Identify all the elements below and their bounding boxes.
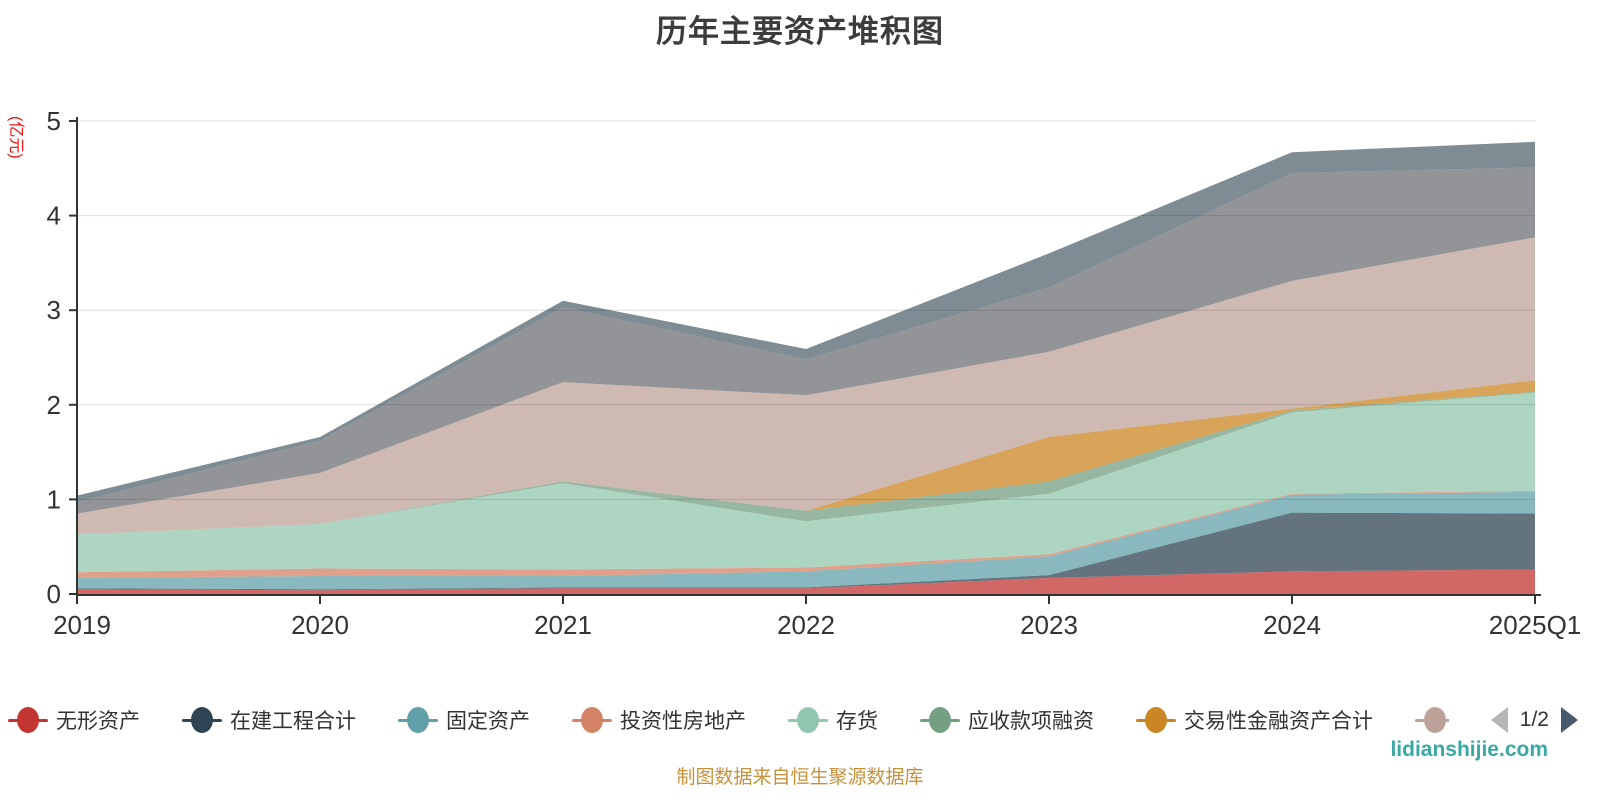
legend-marker-icon	[182, 706, 222, 734]
x-tick-label-2021: 2021	[534, 610, 592, 640]
legend-marker-icon	[920, 706, 960, 734]
legend-marker-icon	[8, 706, 48, 734]
legend-page-indicator: 1/2	[1519, 708, 1549, 731]
legend-marker-icon	[398, 706, 438, 734]
stacked-area-chart: 0 1 2 3 4 5 2019 2020 2021 2022 2023 2024 2025Q1	[47, 106, 1582, 640]
legend-marker-icon	[788, 706, 828, 734]
legend-marker-icon	[572, 706, 612, 734]
legend: 无形资产 在建工程合计 固定资产 投资性房地产 存货 应收款项融资 交易性金融资产合计	[8, 700, 1592, 740]
legend-item-固定资产[interactable]: 固定资产	[398, 705, 530, 735]
watermark: lidianshijie.com	[1390, 738, 1548, 761]
y-tick-label-4: 4	[47, 201, 61, 231]
legend-pagination: 1/2	[1490, 700, 1578, 740]
area-series-layer	[77, 141, 1535, 594]
area-在建工程合计[interactable]	[77, 512, 1535, 591]
legend-item-label: 无形资产	[56, 710, 140, 733]
x-tick-label-2025Q1: 2025Q1	[1489, 610, 1582, 640]
x-tick-label-2024: 2024	[1263, 610, 1321, 640]
legend-item-label: 存货	[836, 710, 878, 733]
x-tick-label-2019: 2019	[53, 610, 111, 640]
chart-title: 历年主要资产堆积图	[656, 14, 944, 49]
area-存货[interactable]	[77, 392, 1535, 573]
y-tick-label-3: 3	[47, 295, 61, 325]
legend-item-label: 交易性金融资产合计	[1184, 710, 1373, 733]
axis-layer: 0 1 2 3 4 5 2019 2020 2021 2022 2023 2024 2025Q1	[47, 106, 1582, 640]
y-tick-label-1: 1	[47, 484, 61, 514]
legend-item-投资性房地产[interactable]: 投资性房地产	[572, 705, 746, 735]
legend-marker-icon	[1136, 706, 1176, 734]
legend-item-clipped-8[interactable]	[1415, 706, 1449, 734]
legend-item-交易性金融资产合计[interactable]: 交易性金融资产合计	[1136, 705, 1373, 735]
legend-item-label: 固定资产	[446, 710, 530, 733]
area-固定资产[interactable]	[77, 491, 1535, 590]
y-tick-label-5: 5	[47, 106, 61, 136]
legend-item-在建工程合计[interactable]: 在建工程合计	[182, 705, 356, 735]
legend-item-存货[interactable]: 存货	[788, 705, 878, 735]
legend-prev-page-icon[interactable]	[1490, 707, 1508, 733]
area-series-8[interactable]	[77, 237, 1535, 535]
x-tick-label-2022: 2022	[777, 610, 835, 640]
legend-item-label: 投资性房地产	[620, 710, 746, 733]
legend-item-应收款项融资[interactable]: 应收款项融资	[920, 705, 1094, 735]
data-source-caption: 制图数据来自恒生聚源数据库	[676, 767, 924, 788]
area-series-9[interactable]	[77, 167, 1535, 514]
x-tick-label-2020: 2020	[291, 610, 349, 640]
legend-marker-icon	[1415, 706, 1449, 734]
legend-item-label: 应收款项融资	[968, 710, 1094, 733]
legend-item-label: 在建工程合计	[230, 710, 356, 733]
y-tick-label-2: 2	[47, 390, 61, 420]
legend-next-page-icon[interactable]	[1561, 707, 1578, 733]
x-tick-label-2023: 2023	[1020, 610, 1078, 640]
gridline-layer	[77, 120, 1535, 500]
area-无形资产[interactable]	[77, 569, 1535, 594]
legend-item-无形资产[interactable]: 无形资产	[8, 705, 140, 735]
y-tick-label-0: 0	[47, 579, 61, 609]
